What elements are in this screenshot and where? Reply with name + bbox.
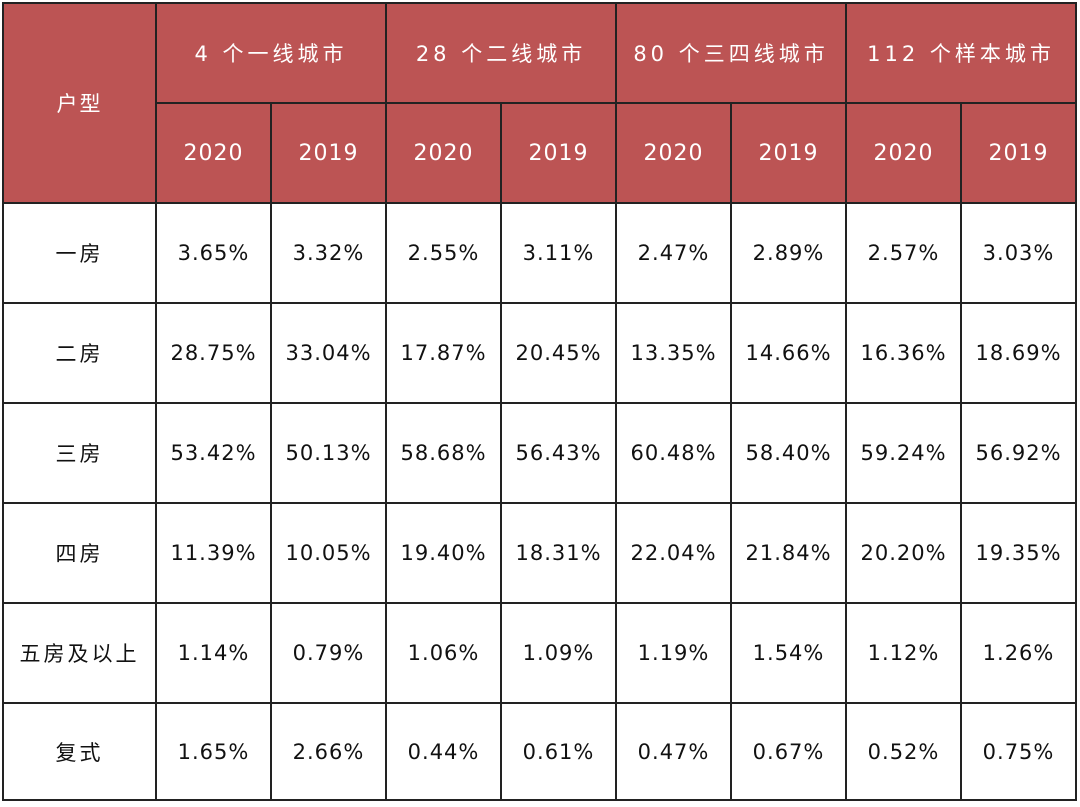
group-header-tier1: 4 个一线城市 bbox=[154, 2, 388, 104]
table-cell: 0.44% bbox=[385, 702, 503, 801]
year-header: 2020 bbox=[155, 102, 272, 204]
table-cell: 20.45% bbox=[500, 302, 618, 404]
table-body: 一房 3.65% 3.32% 2.55% 3.11% 2.47% 2.89% 2… bbox=[2, 202, 1078, 801]
table-cell: 50.13% bbox=[269, 402, 388, 504]
table-cell: 11.39% bbox=[155, 502, 272, 604]
table-cell: 2.47% bbox=[615, 202, 733, 304]
table-cell: 16.36% bbox=[845, 302, 963, 404]
table-cell: 21.84% bbox=[730, 502, 848, 604]
table-cell: 18.69% bbox=[960, 302, 1078, 404]
row-label: 一房 bbox=[2, 202, 157, 304]
table-cell: 0.79% bbox=[269, 602, 388, 704]
group-header-tier34: 80 个三四线城市 bbox=[615, 2, 848, 104]
table-row: 二房 28.75% 33.04% 17.87% 20.45% 13.35% 14… bbox=[2, 302, 1078, 404]
table-cell: 58.40% bbox=[730, 402, 848, 504]
table-cell: 0.47% bbox=[615, 702, 733, 801]
row-label: 复式 bbox=[2, 702, 157, 801]
table-cell: 0.67% bbox=[730, 702, 848, 801]
table-cell: 59.24% bbox=[845, 402, 963, 504]
group-header-tier2: 28 个二线城市 bbox=[385, 2, 618, 104]
table-cell: 1.09% bbox=[500, 602, 618, 704]
table-cell: 22.04% bbox=[615, 502, 733, 604]
table-cell: 56.43% bbox=[500, 402, 618, 504]
table-cell: 19.35% bbox=[960, 502, 1078, 604]
table-cell: 1.26% bbox=[960, 602, 1078, 704]
table-cell: 0.52% bbox=[845, 702, 963, 801]
row-label: 四房 bbox=[2, 502, 157, 604]
year-header: 2019 bbox=[960, 102, 1078, 204]
table-cell: 20.20% bbox=[845, 502, 963, 604]
table-cell: 13.35% bbox=[615, 302, 733, 404]
corner-header: 户型 bbox=[2, 2, 157, 204]
table-cell: 3.11% bbox=[500, 202, 618, 304]
table-row: 三房 53.42% 50.13% 58.68% 56.43% 60.48% 58… bbox=[2, 402, 1078, 504]
table-cell: 17.87% bbox=[385, 302, 503, 404]
table-cell: 19.40% bbox=[385, 502, 503, 604]
row-label: 五房及以上 bbox=[2, 602, 157, 704]
table-cell: 2.57% bbox=[845, 202, 963, 304]
table-cell: 58.68% bbox=[385, 402, 503, 504]
row-label: 三房 bbox=[2, 402, 157, 504]
table-header: 户型 4 个一线城市 28 个二线城市 80 个三四线城市 112 个样本城市 … bbox=[2, 2, 1078, 204]
year-header: 2020 bbox=[385, 102, 503, 204]
year-header: 2019 bbox=[269, 102, 388, 204]
table-cell: 1.06% bbox=[385, 602, 503, 704]
year-header: 2019 bbox=[730, 102, 848, 204]
table-cell: 2.66% bbox=[269, 702, 388, 801]
table-cell: 1.19% bbox=[615, 602, 733, 704]
table-cell: 1.65% bbox=[155, 702, 272, 801]
table-cell: 3.32% bbox=[269, 202, 388, 304]
year-header: 2020 bbox=[615, 102, 733, 204]
table-cell: 2.89% bbox=[730, 202, 848, 304]
table-row: 一房 3.65% 3.32% 2.55% 3.11% 2.47% 2.89% 2… bbox=[2, 202, 1078, 304]
table-cell: 28.75% bbox=[155, 302, 272, 404]
table-cell: 14.66% bbox=[730, 302, 848, 404]
table-cell: 33.04% bbox=[269, 302, 388, 404]
table-cell: 60.48% bbox=[615, 402, 733, 504]
table-cell: 53.42% bbox=[155, 402, 272, 504]
table-cell: 10.05% bbox=[269, 502, 388, 604]
table-row: 复式 1.65% 2.66% 0.44% 0.61% 0.47% 0.67% 0… bbox=[2, 702, 1078, 801]
table-cell: 56.92% bbox=[960, 402, 1078, 504]
header-group-row: 户型 4 个一线城市 28 个二线城市 80 个三四线城市 112 个样本城市 bbox=[2, 2, 1078, 204]
table-cell: 3.03% bbox=[960, 202, 1078, 304]
header-year-row: 2020 2019 2020 2019 2020 2019 2020 2019 bbox=[3, 102, 1078, 204]
table-cell: 18.31% bbox=[500, 502, 618, 604]
table-cell: 1.54% bbox=[730, 602, 848, 704]
table-cell: 3.65% bbox=[155, 202, 272, 304]
table-cell: 2.55% bbox=[385, 202, 503, 304]
table-cell: 1.12% bbox=[845, 602, 963, 704]
table-cell: 0.75% bbox=[960, 702, 1078, 801]
table-row: 四房 11.39% 10.05% 19.40% 18.31% 22.04% 21… bbox=[2, 502, 1078, 604]
table-cell: 0.61% bbox=[500, 702, 618, 801]
row-label: 二房 bbox=[2, 302, 157, 404]
year-header: 2019 bbox=[500, 102, 618, 204]
year-header: 2020 bbox=[845, 102, 963, 204]
group-header-sample: 112 个样本城市 bbox=[845, 2, 1078, 104]
table-cell: 1.14% bbox=[155, 602, 272, 704]
table-row: 五房及以上 1.14% 0.79% 1.06% 1.09% 1.19% 1.54… bbox=[2, 602, 1078, 704]
